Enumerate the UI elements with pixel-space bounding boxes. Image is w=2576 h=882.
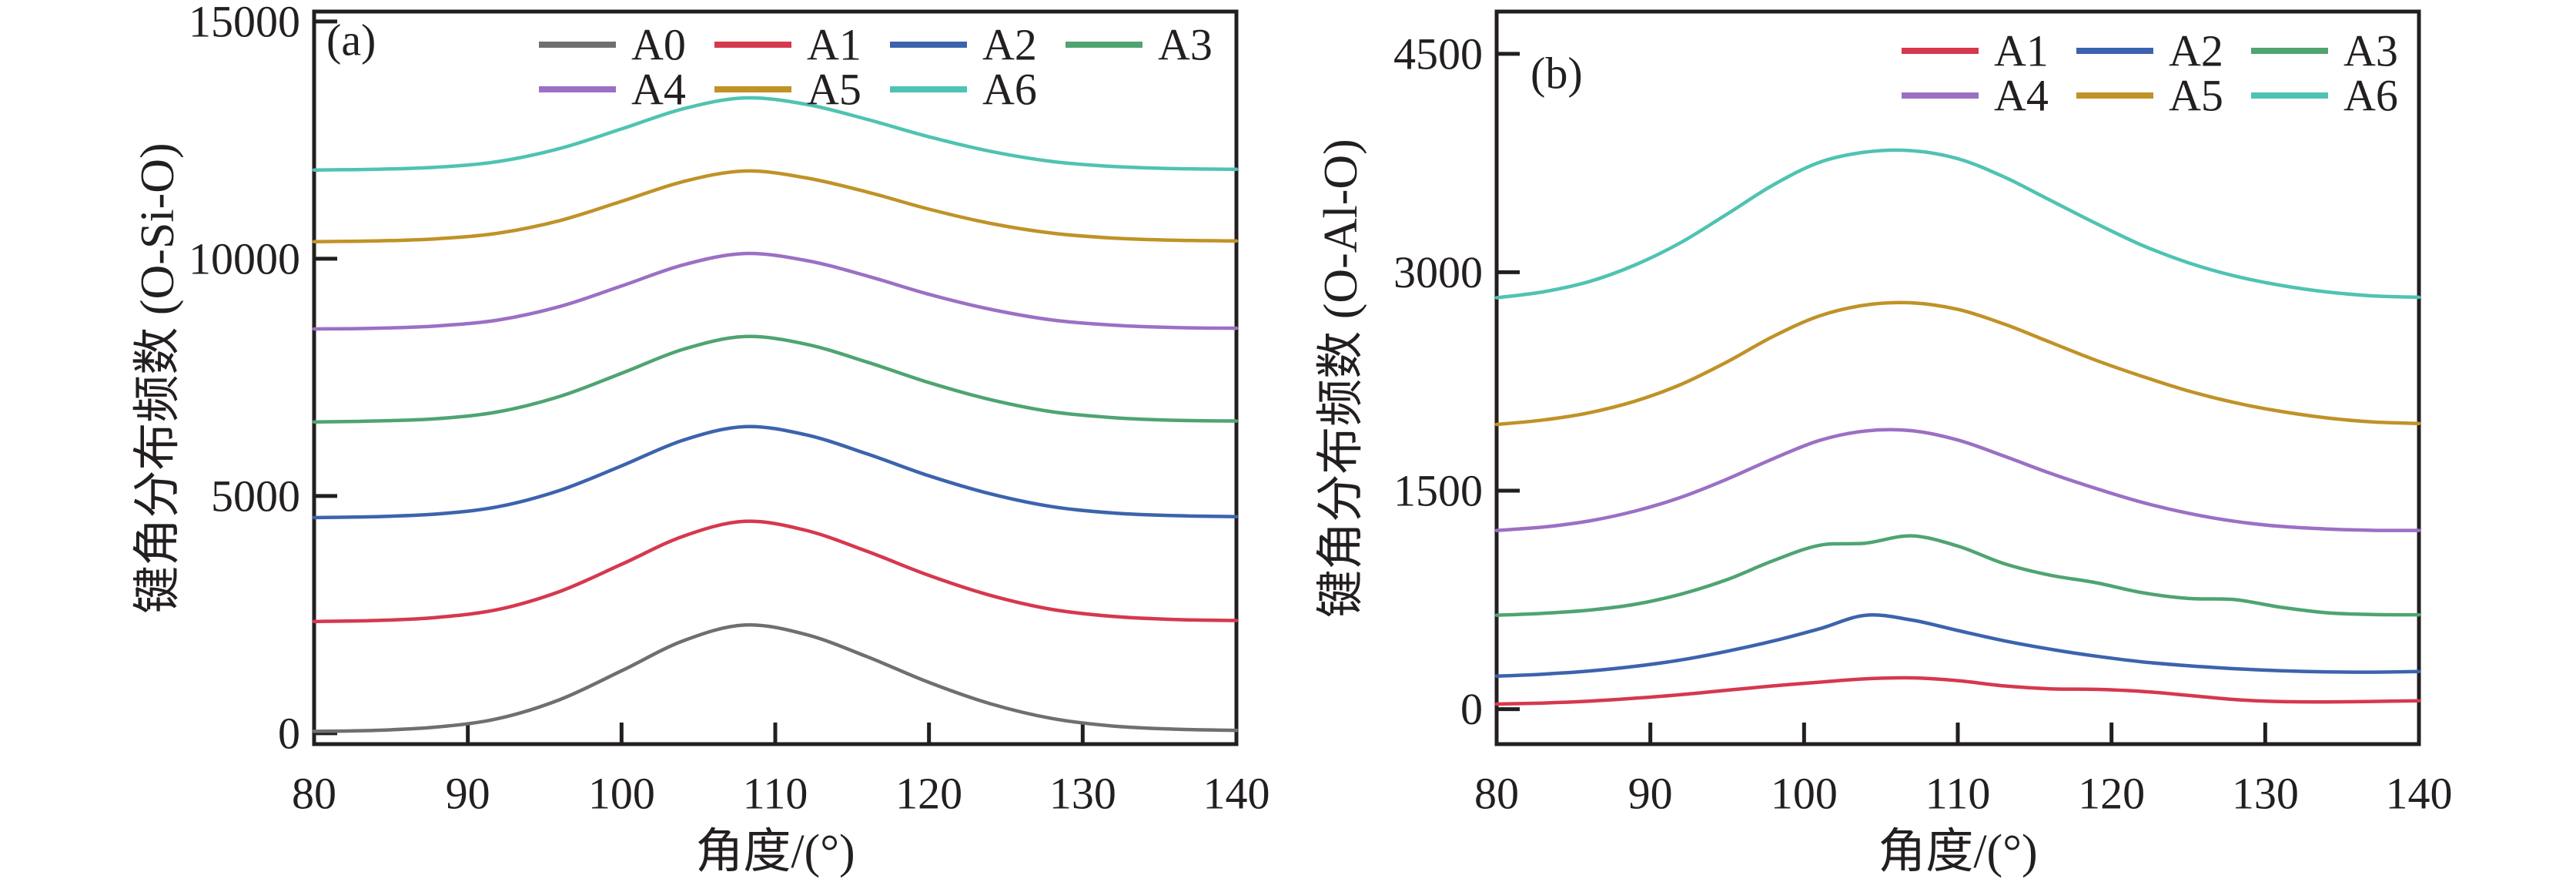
- legend-item-A6: A6: [2251, 71, 2398, 121]
- series-curve-A4: [312, 251, 1239, 331]
- panel-a-plot: 80 90 100 110 120 130 140 0 5000 10000 15000 A0 A1 A2…: [189, 0, 1270, 819]
- panel-b-plot: 80 90 100 110 120 130 140 0 1500 3000 4500 A1 A2 A3 A4…: [1393, 9, 2453, 819]
- y-tick-label: 0: [278, 708, 300, 758]
- legend-label-A0: A0: [631, 20, 686, 70]
- y-tick-label: 1500: [1393, 466, 1483, 516]
- legend-label-A3: A3: [2343, 26, 2398, 76]
- legend-label-A3: A3: [1158, 20, 1213, 70]
- y-tick-label: 15000: [189, 0, 300, 46]
- series-curve-A2: [1494, 613, 2421, 678]
- x-tick-label: 90: [1628, 769, 1673, 819]
- x-tick-label: 100: [588, 769, 655, 819]
- panel-a: 80 90 100 110 120 130 140 0 5000 10000 15000 A0 A1 A2…: [132, 0, 1270, 878]
- x-tick-label: 80: [292, 769, 336, 819]
- series-curve-A1: [1494, 676, 2421, 706]
- legend-item-A4: A4: [539, 65, 686, 115]
- series-curve-A0: [312, 622, 1239, 733]
- legend-label-A5: A5: [2169, 71, 2223, 121]
- series-curve-A5: [312, 169, 1239, 243]
- x-tick-label: 80: [1474, 769, 1519, 819]
- series-curve-A2: [312, 424, 1239, 520]
- x-tick-label: 110: [1925, 769, 1991, 819]
- x-tick-label: 120: [895, 769, 962, 819]
- y-tick-label: 3000: [1393, 247, 1483, 297]
- plot-frame: [1494, 9, 2421, 746]
- panel-a-x-axis-title: 角度/(°): [695, 826, 855, 878]
- legend-label-A1: A1: [807, 20, 861, 70]
- x-tick-label: 140: [1203, 769, 1270, 819]
- y-tick-label: 4500: [1393, 29, 1483, 79]
- legend-item-A0: A0: [539, 20, 686, 70]
- legend-item-A4: A4: [1902, 71, 2049, 121]
- legend-item-A1: A1: [1902, 26, 2049, 76]
- series-curve-A3: [1494, 534, 2421, 617]
- y-tick-label: 10000: [189, 233, 300, 283]
- legend-item-A6: A6: [890, 65, 1037, 115]
- x-tick-label: 140: [2386, 769, 2453, 819]
- legend-item-A5: A5: [2076, 71, 2223, 121]
- legend-item-A1: A1: [714, 20, 861, 70]
- legend-label-A6: A6: [2343, 71, 2398, 121]
- panel-b: 80 90 100 110 120 130 140 0 1500 3000 4500 A1 A2 A3 A4…: [1315, 9, 2453, 878]
- y-tick-label: 0: [1460, 684, 1483, 734]
- x-tick-label: 120: [2078, 769, 2145, 819]
- legend-label-A1: A1: [1994, 26, 2049, 76]
- legend-label-A5: A5: [807, 65, 861, 115]
- legend-label-A2: A2: [982, 20, 1037, 70]
- legend-label-A4: A4: [1994, 71, 2049, 121]
- legend-label-A2: A2: [2169, 26, 2223, 76]
- panel-b-y-axis-title: 键角分布频数 (O-Al-O): [1315, 139, 1367, 618]
- panel-a-label: (a): [326, 15, 376, 65]
- x-tick-label: 130: [2232, 769, 2299, 819]
- x-tick-label: 110: [743, 769, 808, 819]
- legend-item-A2: A2: [890, 20, 1037, 70]
- x-tick-label: 130: [1049, 769, 1116, 819]
- legend-item-A3: A3: [1066, 20, 1213, 70]
- series-curve-A4: [1494, 428, 2421, 532]
- series-curve-A1: [312, 519, 1239, 624]
- series-curve-A6: [1494, 148, 2421, 300]
- series-curve-A6: [312, 96, 1239, 172]
- x-tick-label: 100: [1771, 769, 1838, 819]
- legend-label-A4: A4: [631, 65, 686, 115]
- legend-item-A3: A3: [2251, 26, 2398, 76]
- panel-b-x-axis-title: 角度/(°): [1878, 826, 2037, 878]
- series-curve-A5: [1494, 300, 2421, 427]
- y-tick-label: 5000: [211, 471, 300, 521]
- plot-frame: [312, 9, 1239, 746]
- series-curve-A3: [312, 334, 1239, 424]
- x-tick-label: 90: [446, 769, 490, 819]
- legend-label-A6: A6: [982, 65, 1037, 115]
- legend-item-A2: A2: [2076, 26, 2223, 76]
- legend-item-A5: A5: [714, 65, 861, 115]
- panel-b-label: (b): [1531, 49, 1583, 99]
- panel-a-y-axis-title: 键角分布频数 (O-Si-O): [132, 143, 184, 613]
